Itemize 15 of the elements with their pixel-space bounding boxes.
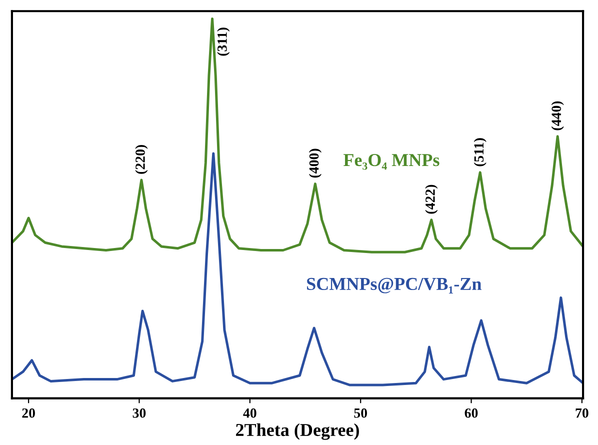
annotation: (422) bbox=[425, 184, 438, 214]
x-tick-label: 40 bbox=[243, 408, 256, 418]
x-tick-label: 30 bbox=[132, 408, 146, 418]
x-tick-label: 60 bbox=[464, 408, 478, 418]
annotation: (220) bbox=[135, 145, 148, 174]
annotation: (311) bbox=[217, 28, 230, 56]
x-axis-title: 2Theta (Degree) bbox=[236, 423, 359, 440]
x-tick-label: 20 bbox=[22, 408, 35, 418]
annotation: (511) bbox=[474, 138, 486, 166]
annotation: (440) bbox=[551, 101, 564, 130]
series-label: SCMNPs@PC/VB₁-Zn bbox=[307, 278, 482, 294]
x-tick-label: 70 bbox=[576, 408, 588, 418]
series-label: Fe₃O₄ MNPs bbox=[344, 154, 440, 170]
x-tick-label: 50 bbox=[354, 408, 368, 418]
annotation: (400) bbox=[308, 148, 322, 178]
